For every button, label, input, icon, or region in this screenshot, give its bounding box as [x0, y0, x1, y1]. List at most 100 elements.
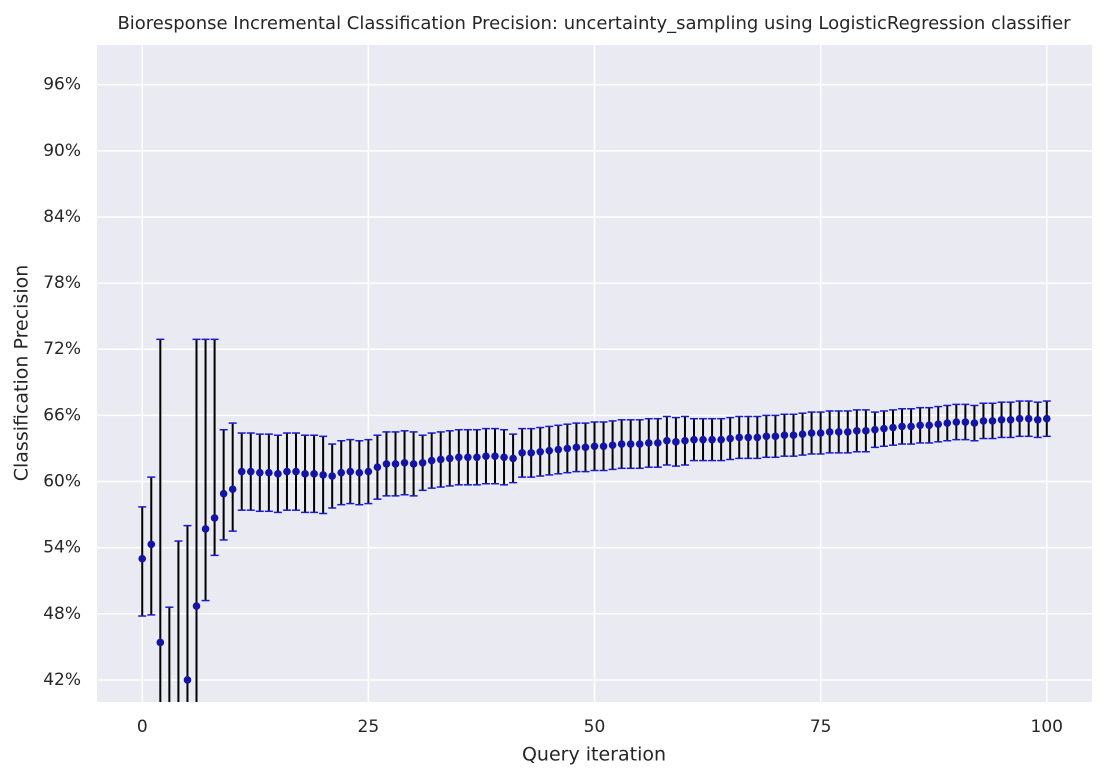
- point: [527, 449, 535, 457]
- point: [355, 468, 364, 477]
- point: [364, 467, 373, 476]
- x-axis-label: Query iteration: [522, 744, 666, 766]
- point: [1015, 414, 1024, 423]
- y-tick-label: 96%: [43, 75, 81, 95]
- point: [916, 421, 924, 430]
- point: [346, 467, 355, 476]
- point: [825, 428, 834, 436]
- point: [563, 444, 572, 453]
- point: [816, 429, 825, 437]
- point: [201, 525, 210, 533]
- point: [934, 420, 943, 429]
- point: [409, 460, 418, 468]
- point: [1024, 414, 1033, 423]
- y-tick-label: 78%: [43, 273, 81, 293]
- point: [988, 417, 997, 425]
- point: [310, 470, 318, 478]
- point: [952, 418, 961, 426]
- point: [427, 456, 436, 465]
- point: [862, 427, 870, 435]
- x-tick-label: 50: [584, 717, 606, 737]
- point: [436, 455, 445, 464]
- point: [789, 431, 798, 440]
- y-tick-label: 84%: [43, 207, 81, 227]
- point: [265, 468, 273, 477]
- x-tick-label: 75: [810, 717, 832, 737]
- point: [880, 424, 888, 433]
- point: [175, 709, 183, 717]
- point: [961, 418, 970, 426]
- point: [997, 415, 1006, 424]
- point: [889, 423, 897, 432]
- y-tick-label: 90%: [43, 141, 81, 161]
- point: [554, 445, 563, 454]
- x-tick-label: 25: [358, 717, 380, 737]
- point: [545, 446, 554, 455]
- point: [445, 454, 454, 463]
- point: [500, 453, 508, 462]
- point: [319, 471, 327, 479]
- point: [382, 460, 391, 468]
- point: [663, 436, 671, 445]
- point: [735, 433, 744, 442]
- y-tick-label: 72%: [43, 339, 81, 359]
- point: [183, 676, 192, 684]
- point: [907, 422, 915, 431]
- point: [690, 435, 698, 444]
- x-tick-label: 100: [1031, 717, 1063, 737]
- point: [943, 419, 952, 427]
- point: [219, 489, 228, 498]
- y-tick-label: 54%: [43, 538, 81, 558]
- point: [328, 472, 336, 480]
- point: [283, 467, 291, 476]
- y-tick-label: 60%: [43, 472, 81, 492]
- point: [455, 453, 463, 462]
- point: [807, 429, 816, 437]
- point: [491, 452, 499, 460]
- point: [518, 449, 526, 457]
- point: [373, 463, 382, 471]
- point: [400, 458, 409, 467]
- point: [572, 443, 581, 452]
- point: [672, 438, 680, 446]
- point: [717, 435, 725, 444]
- marks: [138, 338, 1051, 728]
- point: [536, 447, 545, 456]
- point: [654, 439, 662, 447]
- point: [391, 460, 400, 468]
- point: [871, 425, 879, 434]
- point: [473, 453, 481, 462]
- point: [762, 432, 771, 441]
- point: [166, 720, 174, 728]
- point: [1042, 414, 1051, 423]
- point: [337, 468, 346, 477]
- point: [192, 602, 201, 610]
- point: [681, 436, 689, 445]
- point: [147, 540, 156, 549]
- point: [210, 514, 219, 522]
- x-tick-label: 0: [137, 717, 148, 737]
- point: [1006, 415, 1015, 424]
- point: [708, 435, 716, 444]
- point: [292, 467, 300, 476]
- point: [256, 468, 264, 477]
- chart-title: Bioresponse Incremental Classification P…: [117, 13, 1071, 34]
- y-tick-label: 48%: [43, 604, 81, 624]
- point: [617, 440, 626, 448]
- point: [898, 422, 906, 431]
- point: [228, 485, 237, 494]
- point: [834, 428, 843, 436]
- point: [979, 417, 988, 425]
- point: [301, 470, 309, 478]
- point: [644, 439, 653, 447]
- point: [590, 442, 599, 451]
- point: [843, 428, 852, 436]
- point: [970, 419, 979, 427]
- point: [274, 470, 282, 478]
- point: [771, 432, 780, 441]
- point: [156, 638, 165, 647]
- point: [635, 440, 644, 448]
- point: [138, 554, 147, 563]
- point: [482, 452, 490, 460]
